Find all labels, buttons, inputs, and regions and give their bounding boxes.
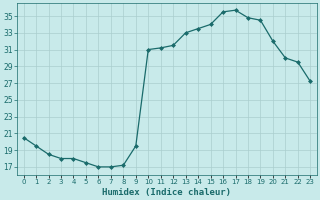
X-axis label: Humidex (Indice chaleur): Humidex (Indice chaleur) (102, 188, 231, 197)
